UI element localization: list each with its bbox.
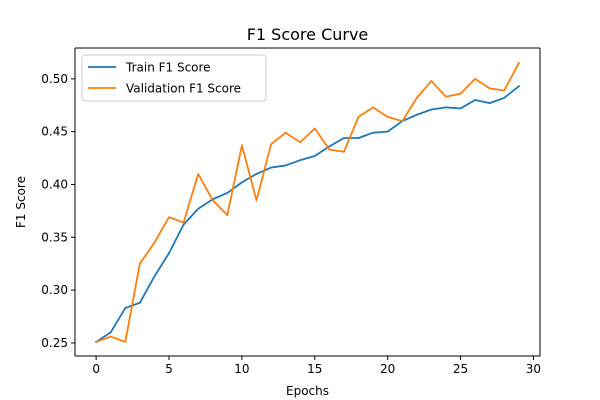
x-axis-ticks: 0 5 10 15 20 25 30 <box>92 356 541 376</box>
data-point-train <box>182 223 185 226</box>
series-line-train <box>94 84 521 344</box>
data-point-train <box>168 252 170 255</box>
y-tick-label: 0.30 <box>41 283 68 297</box>
data-point-validation <box>182 221 185 224</box>
y-tick-label: 0.45 <box>41 125 68 139</box>
data-point-train <box>503 96 506 99</box>
data-point-validation <box>372 106 374 109</box>
data-point-train <box>313 155 316 157</box>
data-point-validation <box>503 89 506 92</box>
data-point-validation <box>124 340 127 343</box>
data-point-validation <box>168 216 170 219</box>
data-point-validation <box>328 148 331 151</box>
y-tick-label: 0.35 <box>41 230 68 244</box>
data-point-validation <box>270 143 272 146</box>
data-point-validation <box>299 141 302 144</box>
x-tick-label: 5 <box>165 362 173 376</box>
data-point-validation <box>488 87 491 90</box>
data-point-validation <box>255 199 258 202</box>
data-point-train <box>197 207 200 210</box>
data-point-train <box>328 145 331 148</box>
x-tick-label: 20 <box>380 362 395 376</box>
data-point-train <box>299 159 302 162</box>
series-line-validation <box>94 61 521 344</box>
data-point-train <box>255 173 258 175</box>
chart-title: F1 Score Curve <box>247 25 369 44</box>
x-tick-label: 0 <box>92 362 100 376</box>
data-point-validation <box>445 95 447 98</box>
y-tick-label: 0.40 <box>41 177 68 191</box>
legend-box <box>81 54 267 102</box>
data-point-train <box>459 107 462 110</box>
x-tick-label: 25 <box>453 362 468 376</box>
axes-spines <box>74 47 541 357</box>
data-point-validation <box>401 120 404 122</box>
data-point-train <box>474 99 477 101</box>
data-point-train <box>284 164 287 167</box>
x-tick-label: 10 <box>234 362 249 376</box>
data-point-validation <box>241 144 243 147</box>
data-point-validation <box>284 131 287 134</box>
data-point-validation <box>109 335 112 338</box>
data-point-train <box>270 166 272 169</box>
x-axis-label: Epochs <box>286 384 329 398</box>
data-point-validation <box>459 92 462 95</box>
y-axis-label: F1 Score <box>14 176 28 228</box>
y-tick-label: 0.50 <box>41 72 68 86</box>
legend-label-train: Train F1 Score <box>125 61 211 75</box>
legend-label-validation: Validation F1 Score <box>126 82 241 96</box>
data-point-train <box>343 137 345 139</box>
data-point-train <box>357 137 360 139</box>
data-point-validation <box>153 241 156 244</box>
data-point-validation <box>474 77 477 80</box>
data-point-train <box>517 85 520 88</box>
data-point-validation <box>430 80 433 82</box>
data-point-train <box>109 331 112 334</box>
data-point-train <box>124 307 127 309</box>
x-tick-label: 15 <box>307 362 322 376</box>
data-point-train <box>488 102 491 105</box>
data-point-validation <box>343 150 345 153</box>
data-point-train <box>226 192 229 194</box>
data-point-validation <box>313 127 316 130</box>
data-point-validation <box>386 115 389 118</box>
legend: Train F1 Score Validation F1 Score <box>81 54 267 102</box>
data-point-validation <box>517 62 520 64</box>
data-point-train <box>138 301 141 304</box>
data-point-train <box>430 108 433 111</box>
y-axis-ticks: 0.25 0.30 0.35 0.40 0.45 0.50 <box>41 72 75 350</box>
data-point-validation <box>226 214 229 217</box>
data-point-validation <box>415 96 418 99</box>
data-point-validation <box>197 173 200 175</box>
x-tick-label: 30 <box>526 362 541 376</box>
data-point-validation <box>357 115 360 118</box>
data-point-validation <box>138 262 141 265</box>
data-point-train <box>241 181 243 184</box>
data-point-train <box>372 131 374 134</box>
data-point-train <box>386 130 389 133</box>
data-point-train <box>445 106 447 109</box>
series-lines <box>94 61 521 344</box>
data-point-train <box>153 275 156 278</box>
data-point-train <box>415 113 418 116</box>
data-point-validation <box>211 199 214 202</box>
data-point-validation <box>95 340 98 343</box>
y-tick-label: 0.25 <box>41 336 68 350</box>
